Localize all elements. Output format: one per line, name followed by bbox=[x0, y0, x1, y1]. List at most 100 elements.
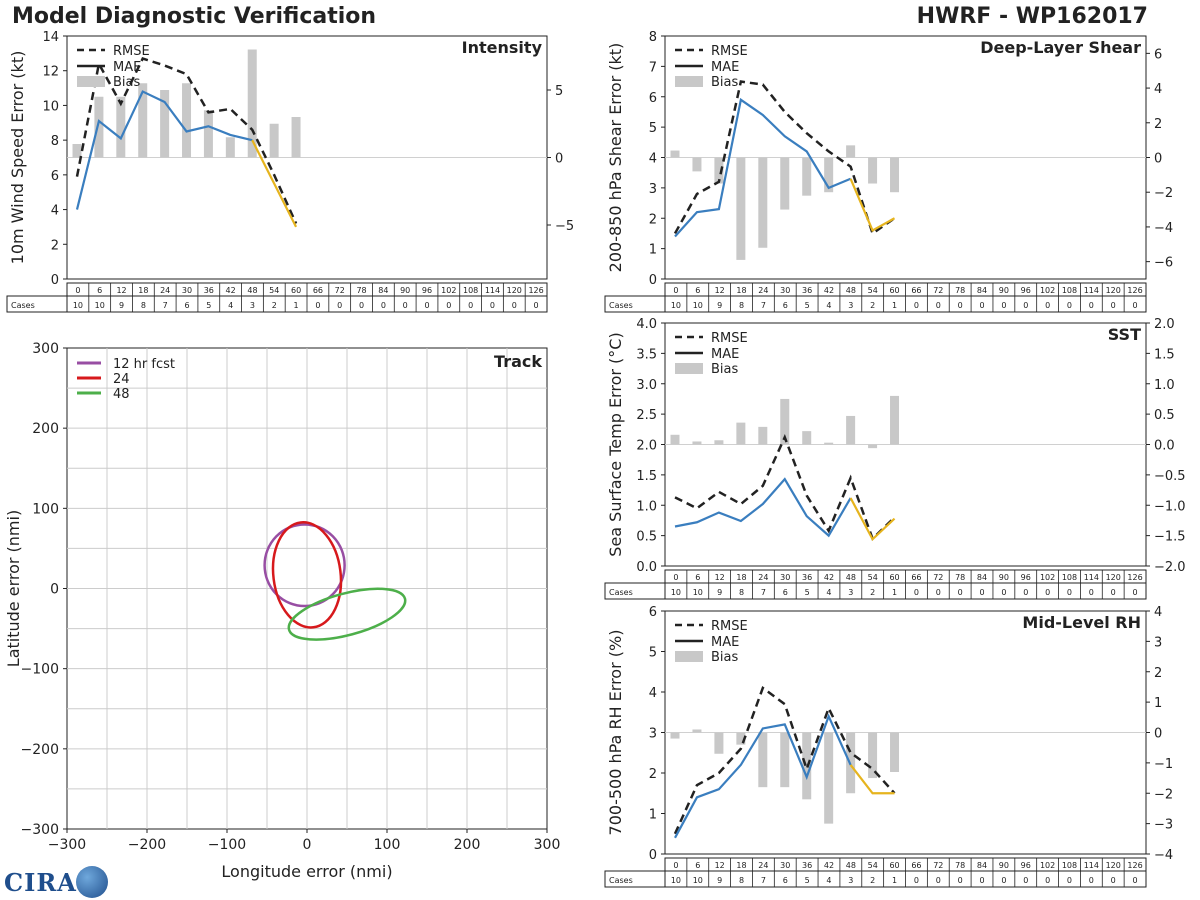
shear-case-count: 0 bbox=[1045, 301, 1050, 310]
sst-case-count: 0 bbox=[936, 588, 941, 597]
sst-case-count: 0 bbox=[1001, 588, 1006, 597]
shear-hour-label: 108 bbox=[1062, 286, 1077, 295]
sst-hour-label: 108 bbox=[1062, 573, 1077, 582]
sst-bias-bar bbox=[714, 440, 724, 445]
sst-case-count: 0 bbox=[979, 588, 984, 597]
rh-ytick-label: 0 bbox=[649, 848, 657, 863]
rh-hour-label: 72 bbox=[933, 861, 943, 870]
page-title: Model Diagnostic Verification bbox=[12, 4, 377, 29]
sst-y2tick-label: −1.0 bbox=[1154, 499, 1186, 514]
intensity-ytick-label: 6 bbox=[51, 169, 59, 184]
intensity-ytick-label: 4 bbox=[51, 204, 59, 219]
rh-case-count: 0 bbox=[1045, 876, 1050, 885]
sst-hour-label: 90 bbox=[999, 573, 1009, 582]
sst-bias-bar bbox=[670, 434, 680, 445]
intensity-ytick-label: 12 bbox=[42, 65, 59, 80]
intensity-bias-bar bbox=[94, 96, 104, 158]
rh-hour-label: 18 bbox=[736, 861, 746, 870]
sst-mae-late-line bbox=[849, 497, 896, 542]
shear-case-count: 4 bbox=[826, 301, 831, 310]
intensity-hour-label: 66 bbox=[313, 286, 323, 295]
rh-ytick-label: 6 bbox=[649, 605, 657, 620]
track-title: Track bbox=[494, 352, 542, 371]
rh-bias-bar bbox=[670, 732, 680, 739]
shear-case-count: 0 bbox=[1133, 301, 1138, 310]
shear-hour-label: 114 bbox=[1084, 286, 1099, 295]
rh-case-count: 10 bbox=[671, 876, 681, 885]
shear-case-count: 0 bbox=[914, 301, 919, 310]
rh-y2tick-label: 1 bbox=[1154, 696, 1162, 711]
rh-case-count: 2 bbox=[870, 876, 875, 885]
shear-hour-label: 66 bbox=[911, 286, 921, 295]
rh-case-count: 0 bbox=[936, 876, 941, 885]
rh-hour-label: 0 bbox=[673, 861, 678, 870]
shear-y2tick-label: −6 bbox=[1154, 256, 1173, 271]
sst-title: SST bbox=[1108, 325, 1141, 344]
rh-case-count: 0 bbox=[914, 876, 919, 885]
shear-ytick-label: 0 bbox=[649, 273, 657, 288]
rh-case-count: 9 bbox=[717, 876, 722, 885]
sst-ytick-label: 1.5 bbox=[636, 469, 657, 484]
sst-case-count: 2 bbox=[870, 588, 875, 597]
track-ytick-label: −200 bbox=[21, 742, 59, 758]
shear-y2tick-label: −4 bbox=[1154, 221, 1173, 236]
track-ylabel: Latitude error (nmi) bbox=[4, 510, 23, 667]
shear-case-count: 5 bbox=[805, 301, 810, 310]
shear-y2tick-label: 0 bbox=[1154, 152, 1162, 167]
sst-case-count: 10 bbox=[693, 588, 703, 597]
model-storm-id: HWRF - WP162017 bbox=[916, 4, 1148, 29]
rh-ytick-label: 2 bbox=[649, 767, 657, 782]
intensity-case-count: 0 bbox=[446, 301, 451, 310]
rh-ytick-label: 5 bbox=[649, 646, 657, 661]
rh-case-count: 6 bbox=[783, 876, 788, 885]
rh-ytick-label: 4 bbox=[649, 686, 657, 701]
intensity-hour-label: 78 bbox=[356, 286, 366, 295]
rh-cases-label-cell bbox=[604, 870, 666, 888]
shear-case-count: 0 bbox=[1067, 301, 1072, 310]
sst-hour-label: 84 bbox=[977, 573, 987, 582]
intensity-case-count: 8 bbox=[141, 301, 146, 310]
rh-case-count: 0 bbox=[1023, 876, 1028, 885]
sst-hour-label: 30 bbox=[780, 573, 790, 582]
shear-y2tick-label: 4 bbox=[1154, 82, 1162, 97]
sst-hour-label: 120 bbox=[1106, 573, 1121, 582]
shear-y2tick-label: 6 bbox=[1154, 47, 1162, 62]
intensity-hour-label: 36 bbox=[204, 286, 214, 295]
intensity-case-count: 4 bbox=[228, 301, 233, 310]
sst-bias-bar bbox=[736, 422, 746, 445]
shear-ytick-label: 1 bbox=[649, 243, 657, 258]
globe-icon bbox=[76, 866, 108, 898]
shear-hour-label: 72 bbox=[933, 286, 943, 295]
sst-hour-label: 36 bbox=[802, 573, 812, 582]
shear-case-count: 0 bbox=[1089, 301, 1094, 310]
intensity-ylabel: 10m Wind Speed Error (kt) bbox=[8, 51, 27, 265]
shear-case-count: 6 bbox=[783, 301, 788, 310]
sst-ytick-label: 0.0 bbox=[636, 560, 657, 575]
rh-case-count: 4 bbox=[826, 876, 831, 885]
track-legend-label-0: 12 hr fcst bbox=[113, 357, 175, 372]
intensity-case-count: 9 bbox=[119, 301, 124, 310]
shear-case-count: 0 bbox=[1111, 301, 1116, 310]
intensity-case-count: 0 bbox=[359, 301, 364, 310]
intensity-y2tick-label: −5 bbox=[555, 219, 574, 234]
shear-legend-mae-label: MAE bbox=[711, 60, 739, 75]
intensity-bias-bar bbox=[138, 83, 148, 158]
intensity-hour-label: 120 bbox=[507, 286, 522, 295]
shear-bias-bar bbox=[758, 157, 768, 248]
intensity-hour-label: 0 bbox=[75, 286, 80, 295]
sst-bias-bar bbox=[824, 442, 834, 445]
sst-y2tick-label: −1.5 bbox=[1154, 530, 1186, 545]
rh-rmse-line bbox=[673, 685, 896, 835]
intensity-ytick-label: 10 bbox=[42, 99, 59, 114]
shear-bias-bar bbox=[868, 157, 878, 184]
shear-case-count: 8 bbox=[739, 301, 744, 310]
sst-ytick-label: 2.5 bbox=[636, 408, 657, 423]
intensity-bias-bar bbox=[160, 90, 170, 158]
rh-hour-label: 54 bbox=[868, 861, 878, 870]
sst-case-count: 1 bbox=[892, 588, 897, 597]
rh-case-count: 0 bbox=[958, 876, 963, 885]
sst-ytick-label: 4.0 bbox=[636, 317, 657, 332]
rh-y2tick-label: −3 bbox=[1154, 818, 1173, 833]
intensity-bias-bar bbox=[291, 117, 301, 158]
sst-hour-label: 42 bbox=[824, 573, 834, 582]
